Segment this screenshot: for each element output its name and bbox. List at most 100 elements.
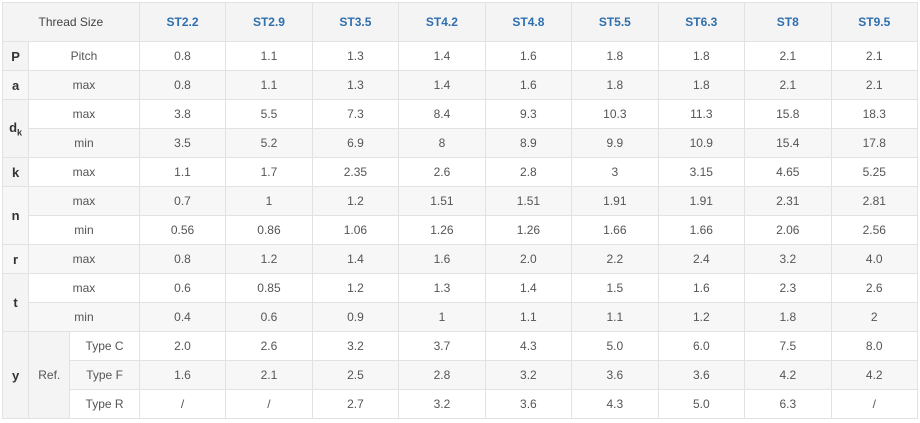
value-cell: 1.4 [398, 70, 486, 100]
size-header: ST2.2 [138, 2, 227, 42]
value-cell: 1.91 [571, 186, 659, 216]
value-cell: 4.0 [830, 244, 919, 274]
table-row: dk max 3.8 5.5 7.3 8.4 9.3 10.3 11.3 15.… [1, 99, 919, 158]
value-cell: 0.8 [138, 41, 227, 71]
size-header: ST6.3 [657, 2, 746, 42]
table-row: min 0.56 0.86 1.06 1.26 1.26 1.66 1.66 2… [3, 215, 919, 245]
value-cell: 6.9 [311, 128, 400, 158]
value-cell: / [225, 389, 313, 419]
value-cell: 1.91 [657, 186, 746, 216]
value-cell: 1 [225, 186, 313, 216]
value-cell: 7.5 [744, 331, 832, 361]
value-cell: 8.9 [484, 128, 573, 158]
value-cell: 3.2 [744, 244, 832, 274]
value-cell: 1.6 [398, 244, 486, 274]
value-cell: 5.2 [225, 128, 313, 158]
value-cell: 3.2 [398, 389, 486, 419]
value-cell: 1.2 [657, 302, 746, 332]
value-cell: 2.8 [398, 360, 486, 390]
value-cell: 2.56 [830, 215, 919, 245]
value-cell: 4.3 [571, 389, 659, 419]
value-cell: 1.3 [398, 273, 486, 303]
value-cell: 1.1 [225, 70, 313, 100]
value-cell: 1 [398, 302, 486, 332]
value-cell: 3.5 [138, 128, 227, 158]
value-cell: 6.0 [657, 331, 746, 361]
value-cell: / [138, 389, 227, 419]
value-cell: 15.8 [744, 99, 832, 129]
value-cell: 10.3 [571, 99, 659, 129]
value-cell: 2.0 [484, 244, 573, 274]
sub-label-cell: max [28, 157, 140, 187]
value-cell: 9.3 [484, 99, 573, 129]
value-cell: 1.7 [225, 157, 313, 187]
value-cell: 1.8 [657, 70, 746, 100]
value-cell: 3 [571, 157, 659, 187]
size-header: ST4.2 [398, 2, 486, 42]
value-cell: 1.66 [657, 215, 746, 245]
value-cell: 4.65 [744, 157, 832, 187]
sub-label-cell: min [28, 128, 140, 158]
value-cell: 3.8 [138, 99, 227, 129]
value-cell: / [830, 389, 919, 419]
value-cell: 1.3 [311, 70, 400, 100]
value-cell: 2.1 [830, 70, 919, 100]
table-row: y Ref. Type C 2.0 2.6 3.2 3.7 4.3 5.0 6.… [1, 331, 919, 419]
symbol-cell: r [1, 244, 30, 274]
table-row: a max 0.8 1.1 1.3 1.4 1.6 1.8 1.8 2.1 2.… [1, 70, 919, 100]
sub-label-cell: Type C [69, 331, 140, 361]
table-row: min 3.5 5.2 6.9 8 8.9 9.9 10.9 15.4 17.8 [3, 128, 919, 158]
value-cell: 18.3 [830, 99, 919, 129]
table-row: Type F 1.6 2.1 2.5 2.8 3.2 3.6 3.6 4.2 4… [3, 360, 919, 390]
value-cell: 2.1 [744, 70, 832, 100]
sub-label-cell: max [28, 273, 140, 303]
value-cell: 3.2 [311, 331, 400, 361]
table-row: P Pitch 0.8 1.1 1.3 1.4 1.6 1.8 1.8 2.1 … [1, 41, 919, 71]
header-row: Thread Size ST2.2 ST2.9 ST3.5 ST4.2 ST4.… [2, 2, 919, 42]
table-row: k max 1.1 1.7 2.35 2.6 2.8 3 3.15 4.65 5… [1, 157, 919, 187]
sub-label-cell: max [28, 244, 140, 274]
value-cell: 5.5 [225, 99, 313, 129]
value-cell: 4.3 [484, 331, 573, 361]
value-cell: 2.31 [744, 186, 832, 216]
value-cell: 1.26 [484, 215, 573, 245]
sub-label-cell: min [28, 215, 140, 245]
value-cell: 6.3 [744, 389, 832, 419]
table-row: t max 0.6 0.85 1.2 1.3 1.4 1.5 1.6 2.3 2… [1, 273, 919, 332]
value-cell: 2.1 [830, 41, 919, 71]
thread-size-header: Thread Size [2, 2, 140, 42]
value-cell: 1.06 [311, 215, 400, 245]
symbol-cell: t [1, 273, 30, 332]
table-row: min 0.4 0.6 0.9 1 1.1 1.1 1.2 1.8 2 [3, 302, 919, 332]
value-cell: 0.7 [138, 186, 227, 216]
value-cell: 2.1 [225, 360, 313, 390]
value-cell: 2 [830, 302, 919, 332]
value-cell: 7.3 [311, 99, 400, 129]
value-cell: 1.5 [571, 273, 659, 303]
value-cell: 8.4 [398, 99, 486, 129]
size-header: ST8 [744, 2, 832, 42]
sub-label-cell: max [28, 186, 140, 216]
size-header: ST4.8 [484, 2, 573, 42]
table-row: r max 0.8 1.2 1.4 1.6 2.0 2.2 2.4 3.2 4.… [1, 244, 919, 274]
size-header: ST2.9 [225, 2, 313, 42]
symbol-cell: P [1, 41, 30, 71]
ref-label-cell: Ref. [28, 331, 71, 419]
value-cell: 3.7 [398, 331, 486, 361]
value-cell: 2.5 [311, 360, 400, 390]
value-cell: 3.2 [484, 360, 573, 390]
value-cell: 15.4 [744, 128, 832, 158]
value-cell: 0.6 [225, 302, 313, 332]
value-cell: 2.35 [311, 157, 400, 187]
value-cell: 2.81 [830, 186, 919, 216]
value-cell: 0.9 [311, 302, 400, 332]
value-cell: 1.4 [311, 244, 400, 274]
value-cell: 1.1 [484, 302, 573, 332]
table-row: n max 0.7 1 1.2 1.51 1.51 1.91 1.91 2.31… [1, 186, 919, 245]
value-cell: 10.9 [657, 128, 746, 158]
value-cell: 5.0 [571, 331, 659, 361]
symbol-main: d [9, 119, 18, 135]
value-cell: 1.51 [484, 186, 573, 216]
symbol-cell: a [1, 70, 30, 100]
